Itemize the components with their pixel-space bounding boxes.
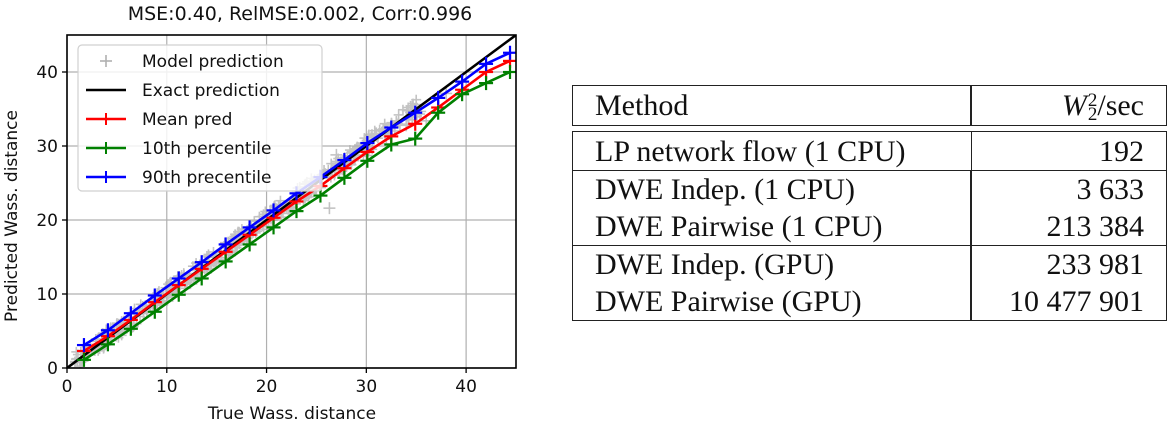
y-tick-label: 10 — [36, 285, 58, 305]
value-cell: 213 384 — [971, 208, 1167, 246]
table-header-row: Method W 2 2/sec — [572, 85, 1167, 126]
value-cell: 233 981 — [971, 245, 1167, 283]
axes-frame — [66, 34, 517, 369]
method-cell: DWE Pairwise (1 CPU) — [572, 208, 972, 246]
metric-symbol: W — [1061, 89, 1087, 122]
x-tick-label: 40 — [455, 377, 477, 397]
chart-title: MSE:0.40, RelMSE:0.002, Corr:0.996 — [127, 3, 473, 25]
90th-precentile-line — [76, 45, 516, 353]
y-tick-label: 30 — [36, 137, 58, 157]
metric-sub: 2 — [1087, 104, 1098, 126]
table-row: DWE Pairwise (1 CPU) 213 384 — [572, 208, 1167, 246]
method-cell: LP network flow (1 CPU) — [572, 131, 972, 171]
y-tick-label: 20 — [36, 211, 58, 231]
y-tick-label: 0 — [47, 359, 58, 379]
header-method: Method — [572, 85, 972, 126]
legend-item: 90th precentile — [86, 168, 272, 188]
value-cell: 3 633 — [971, 170, 1167, 208]
header-metric: W 2 2/sec — [970, 85, 1167, 126]
value-cell: 10 477 901 — [971, 283, 1167, 321]
metric-suffix: /sec — [1097, 89, 1144, 122]
plot-series — [67, 35, 516, 368]
10th-percentile-line — [76, 65, 516, 367]
x-tick-label: 10 — [156, 377, 178, 397]
table-row: DWE Indep. (1 CPU) 3 633 — [572, 170, 1167, 208]
legend-label: Model prediction — [142, 52, 284, 72]
method-cell: DWE Pairwise (GPU) — [572, 283, 972, 321]
legend: Model prediction Exact prediction Mean pre… — [77, 44, 323, 192]
method-cell: DWE Indep. (GPU) — [572, 245, 972, 283]
legend-item: Model prediction — [100, 52, 284, 72]
metric-sup: 2 — [1087, 90, 1098, 112]
y-tick-label: 40 — [36, 63, 58, 83]
legend-box — [77, 44, 323, 192]
legend-label: 10th percentile — [142, 139, 272, 159]
x-tick-label: 0 — [62, 377, 73, 397]
legend-label: 90th precentile — [142, 168, 272, 188]
plot-area: 0 10 20 30 40 0 10 20 30 40 Model prediction Exact … — [36, 34, 517, 397]
legend-label: Exact prediction — [142, 81, 280, 101]
scatter-chart: MSE:0.40, RelMSE:0.002, Corr:0.996 0 10 20… — [0, 0, 540, 425]
table-row: DWE Pairwise (GPU) 10 477 901 — [572, 283, 1167, 321]
x-tick-label: 30 — [356, 377, 378, 397]
value-cell: 192 — [970, 131, 1167, 171]
x-axis-label: True Wass. distance — [207, 404, 377, 424]
table-row: LP network flow (1 CPU) 192 — [572, 131, 1167, 171]
y-axis-label: Predicted Wass. distance — [2, 110, 22, 322]
legend-item: 10th percentile — [86, 139, 272, 159]
results-table: Method W 2 2/sec LP network flow (1 CPU) 1… — [572, 85, 1167, 321]
legend-item: Mean pred — [86, 110, 232, 130]
method-cell: DWE Indep. (1 CPU) — [572, 170, 972, 208]
legend-label: Mean pred — [142, 110, 232, 130]
legend-item: Exact prediction — [86, 81, 280, 101]
table-row: DWE Indep. (GPU) 233 981 — [572, 245, 1167, 283]
x-tick-label: 20 — [256, 377, 278, 397]
